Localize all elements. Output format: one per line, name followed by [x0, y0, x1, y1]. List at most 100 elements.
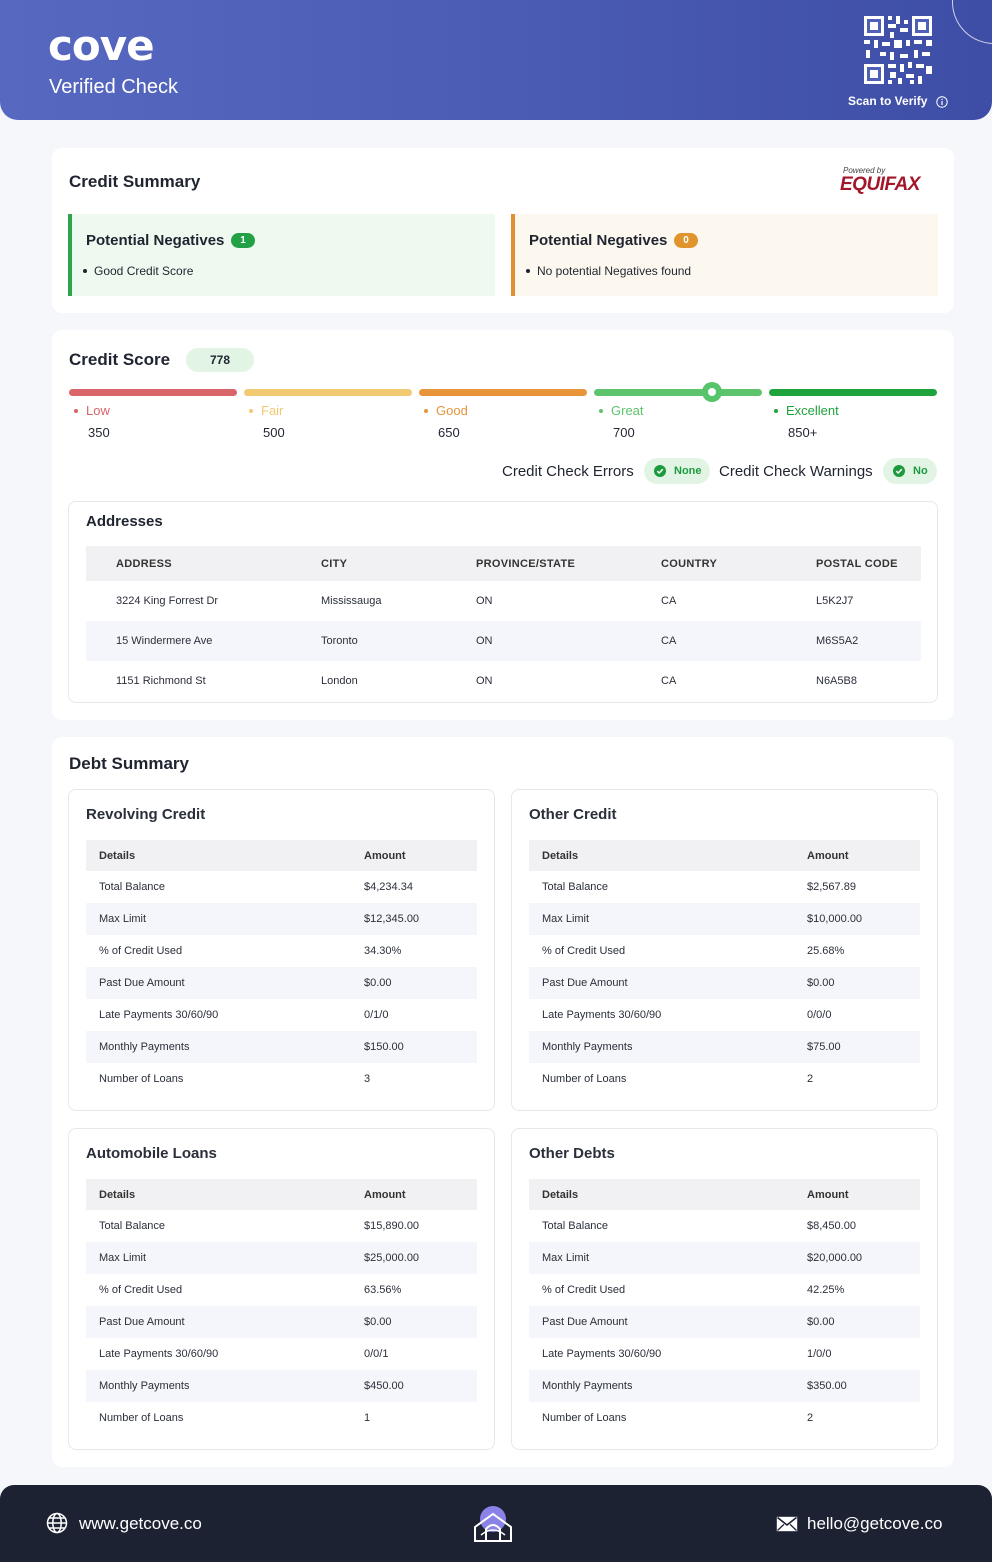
column-header: Amount [364, 840, 477, 871]
table-header-row: Details Amount [529, 1179, 920, 1210]
column-header: Details [529, 1179, 807, 1210]
amount-cell: 0/0/1 [364, 1348, 389, 1360]
amount-cell: 25.68% [807, 945, 845, 957]
table-row: Late Payments 30/60/90 0/1/0 [86, 999, 477, 1031]
province-cell: ON [476, 595, 493, 607]
other-credit-section: Other Credit Details Amount Total Balance $2… [511, 789, 938, 1111]
detail-cell: % of Credit Used [99, 945, 183, 957]
detail-cell: Monthly Payments [529, 1370, 807, 1402]
count-badge: 0 [674, 233, 698, 248]
website-link[interactable]: www.getcove.co [79, 1514, 202, 1533]
amount-cell: $20,000.00 [807, 1242, 920, 1274]
debt-table-title: Other Credit [529, 806, 617, 823]
negative-item: No potential Negatives found [525, 264, 692, 278]
scale-bar-fair [244, 389, 412, 396]
scale-label-fair: Fair [249, 403, 283, 419]
country-cell: CA [661, 595, 677, 607]
detail-cell: Total Balance [99, 1220, 166, 1232]
table-row: 3224 King Forrest Dr Mississauga ON CA L… [86, 581, 921, 621]
scale-bar-great [594, 389, 762, 396]
detail-cell: Max Limit [86, 1242, 364, 1274]
debt-table: Details Amount Total Balance $2,567.89 Max L… [529, 840, 920, 1095]
detail-cell: Late Payments 30/60/90 [99, 1348, 219, 1360]
credit-check-errors-badge: None [644, 458, 710, 484]
table-row: Number of Loans 2 [529, 1402, 920, 1434]
detail-cell: Late Payments 30/60/90 [542, 1009, 662, 1021]
detail-cell: Past Due Amount [86, 967, 364, 999]
scale-value-low: 350 [88, 425, 110, 440]
table-row: Monthly Payments $75.00 [529, 1031, 920, 1063]
amount-cell: $350.00 [807, 1370, 920, 1402]
other-debts-section: Other Debts Details Amount Total Balance $8,… [511, 1128, 938, 1450]
address-cell: 15 Windermere Ave [86, 621, 321, 661]
addresses-table: ADDRESS CITY PROVINCE/STATE COUNTRY POST… [86, 546, 921, 701]
errors-value: None [674, 465, 702, 477]
footer: www.getcove.co hello@getcove.co [0, 1485, 992, 1562]
credit-summary-title: Credit Summary [69, 172, 201, 191]
table-row: % of Credit Used 42.25% [529, 1274, 920, 1306]
column-header: CITY [321, 546, 476, 581]
table-row: Past Due Amount $0.00 [86, 1306, 477, 1338]
postal-code-cell: M6S5A2 [816, 621, 921, 661]
column-header: COUNTRY [661, 546, 816, 581]
debt-table-title: Automobile Loans [86, 1145, 217, 1162]
table-row: % of Credit Used 34.30% [86, 935, 477, 967]
table-header-row: Details Amount [529, 840, 920, 871]
scale-bar-excellent [769, 389, 937, 396]
email-link[interactable]: hello@getcove.co [807, 1514, 943, 1533]
table-row: Total Balance $15,890.00 [86, 1210, 477, 1242]
province-cell: ON [476, 675, 493, 687]
detail-cell: Monthly Payments [529, 1031, 807, 1063]
detail-cell: % of Credit Used [542, 1284, 626, 1296]
table-row: Late Payments 30/60/90 0/0/1 [86, 1338, 477, 1370]
count-badge: 1 [231, 233, 255, 248]
credit-check-warnings-badge: No [883, 458, 937, 484]
amount-cell: 42.25% [807, 1284, 845, 1296]
city-cell: Toronto [321, 621, 476, 661]
scale-bar-good [419, 389, 587, 396]
amount-cell: $25,000.00 [364, 1242, 477, 1274]
scale-value-good: 650 [438, 425, 460, 440]
score-marker [702, 382, 722, 402]
debt-table-title: Revolving Credit [86, 806, 206, 823]
check-circle-icon [654, 465, 666, 477]
scale-label-excellent: Excellent [774, 403, 839, 419]
debt-table: Details Amount Total Balance $4,234.34 Max L… [86, 840, 477, 1095]
column-header: Details [86, 840, 364, 871]
scale-label-good: Good [424, 403, 468, 419]
qr-code-icon[interactable] [862, 14, 934, 86]
column-header: ADDRESS [86, 546, 321, 581]
table-row: % of Credit Used 63.56% [86, 1274, 477, 1306]
detail-cell: Max Limit [529, 903, 807, 935]
column-header: Amount [364, 1179, 477, 1210]
detail-cell: Late Payments 30/60/90 [99, 1009, 219, 1021]
amount-cell: 0/1/0 [364, 1009, 389, 1021]
detail-cell: Past Due Amount [529, 1306, 807, 1338]
addresses-title: Addresses [86, 513, 163, 530]
info-icon[interactable] [936, 96, 948, 108]
detail-cell: Number of Loans [99, 1073, 184, 1085]
scale-bar-low [69, 389, 237, 396]
address-cell: 3224 King Forrest Dr [116, 595, 219, 607]
table-row: Past Due Amount $0.00 [86, 967, 477, 999]
amount-cell: $0.00 [364, 967, 477, 999]
table-row: Total Balance $8,450.00 [529, 1210, 920, 1242]
table-row: % of Credit Used 25.68% [529, 935, 920, 967]
detail-cell: Max Limit [529, 1242, 807, 1274]
debt-summary-title: Debt Summary [69, 754, 189, 773]
table-row: 15 Windermere Ave Toronto ON CA M6S5A2 [86, 621, 921, 661]
column-header: Amount [807, 840, 920, 871]
column-header: Amount [807, 1179, 920, 1210]
scale-value-fair: 500 [263, 425, 285, 440]
table-row: Max Limit $25,000.00 [86, 1242, 477, 1274]
city-cell: Mississauga [321, 595, 382, 607]
credit-score-card: Credit Score 778 Low 350 Fair 500 Good 650 Gre… [52, 330, 954, 720]
detail-cell: Monthly Payments [86, 1031, 364, 1063]
amount-cell: $150.00 [364, 1031, 477, 1063]
header: cove Verified Check Scan to Verify [0, 0, 992, 120]
column-header: POSTAL CODE [816, 546, 921, 581]
province-cell: ON [476, 621, 661, 661]
table-row: Monthly Payments $450.00 [86, 1370, 477, 1402]
automobile-loans-section: Automobile Loans Details Amount Total Balan… [68, 1128, 495, 1450]
amount-cell: 63.56% [364, 1284, 402, 1296]
